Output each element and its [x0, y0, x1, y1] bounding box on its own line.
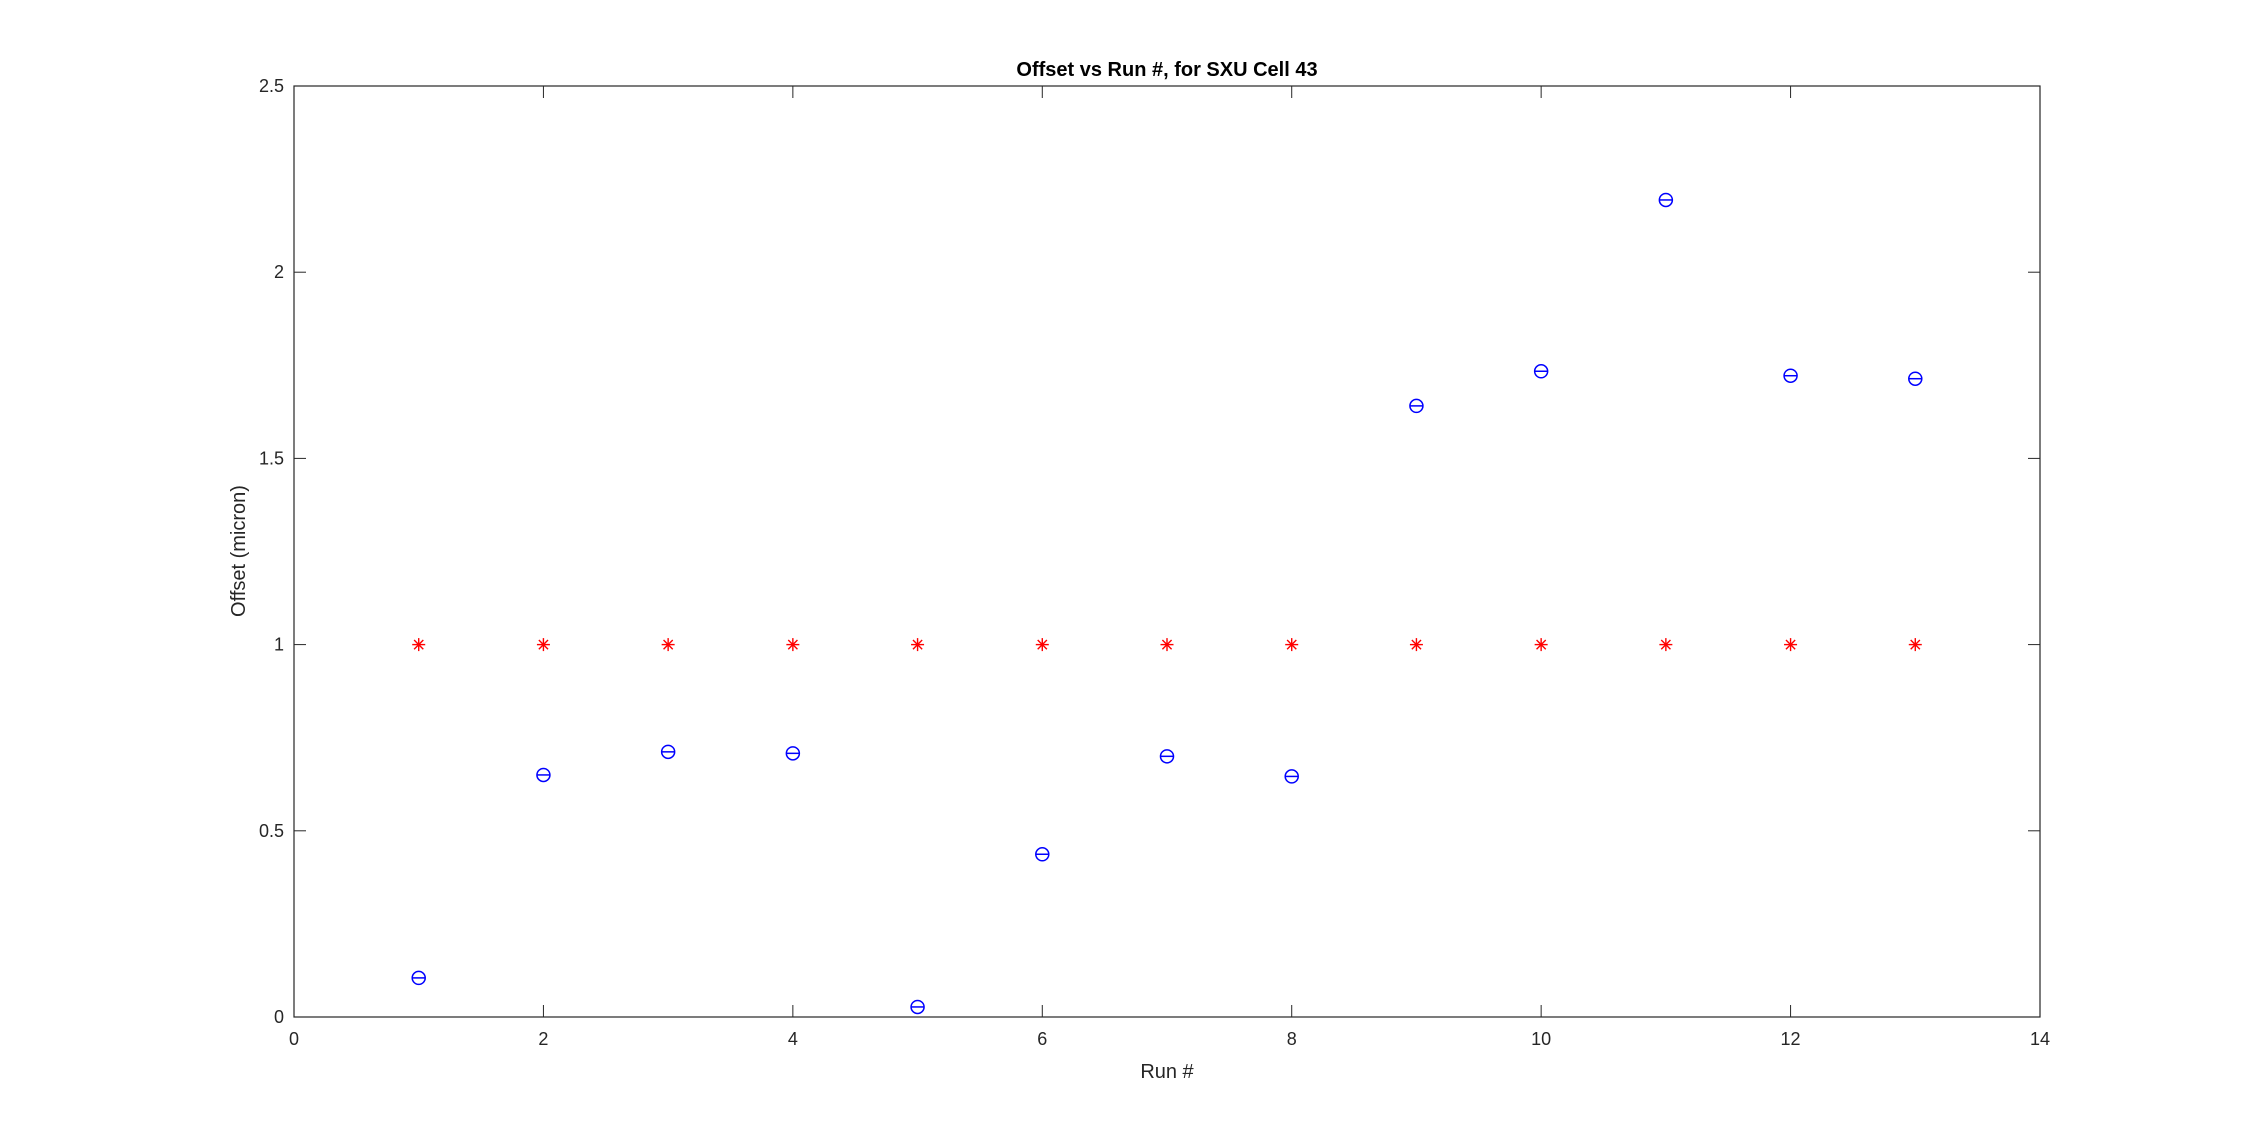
data-point-circle [1908, 371, 1923, 386]
data-point-circle [1035, 847, 1050, 862]
data-point-asterisk [911, 638, 925, 652]
data-point-asterisk [1659, 638, 1673, 652]
data-point-circle [910, 999, 925, 1015]
data-point-circle [785, 746, 801, 761]
data-point-circle [660, 744, 676, 760]
data-point-asterisk [786, 638, 800, 652]
x-axis-label: Run # [1140, 1061, 1194, 1083]
data-point-circle [1159, 749, 1175, 764]
y-tick-label: 1.5 [259, 448, 284, 468]
x-tick-label: 0 [289, 1029, 299, 1049]
data-point-circle [536, 767, 551, 783]
x-tick-label: 4 [788, 1029, 798, 1049]
plot-area [293, 85, 2041, 1018]
data-point-circle [1783, 368, 1798, 383]
data-point-asterisk [1160, 638, 1174, 652]
x-tick-label: 6 [1037, 1029, 1047, 1049]
y-tick-label: 0 [274, 1007, 284, 1027]
data-point-asterisk [536, 638, 550, 652]
data-point-asterisk [1409, 638, 1423, 652]
y-tick-label: 2.5 [259, 76, 284, 96]
data-point-asterisk [412, 638, 426, 652]
x-tick-label: 14 [2030, 1029, 2050, 1049]
x-tick-label: 8 [1287, 1029, 1297, 1049]
y-tick-label: 1 [274, 635, 284, 655]
data-point-asterisk [1035, 638, 1049, 652]
data-point-circle [1658, 192, 1674, 208]
data-point-circle [411, 970, 426, 986]
x-tick-label: 2 [538, 1029, 548, 1049]
data-point-circle [1533, 364, 1549, 379]
y-axis-label: Offset (micron) [228, 485, 250, 617]
data-point-asterisk [1908, 638, 1922, 652]
data-point-asterisk [661, 638, 675, 652]
y-tick-label: 0.5 [259, 821, 284, 841]
data-point-asterisk [1534, 638, 1548, 652]
data-point-asterisk [1784, 638, 1798, 652]
data-point-circle [1284, 769, 1299, 784]
x-tick-label: 10 [1531, 1029, 1551, 1049]
chart-title: Offset vs Run #, for SXU Cell 43 [1016, 59, 1317, 81]
data-point-asterisk [1285, 638, 1299, 652]
y-tick-label: 2 [274, 262, 284, 282]
data-point-circle [1409, 398, 1424, 414]
x-tick-label: 12 [1781, 1029, 1801, 1049]
